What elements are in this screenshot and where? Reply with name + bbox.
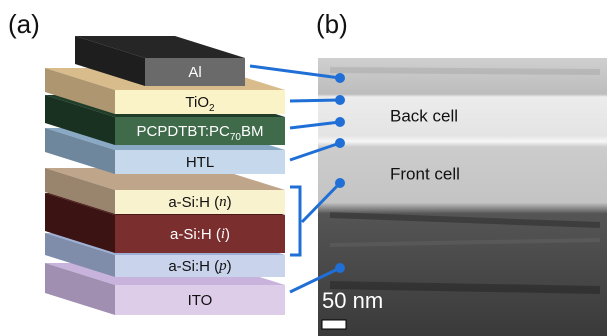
label-part: 2 xyxy=(209,103,215,114)
connector-dot xyxy=(335,73,345,83)
layer-label: a-Si:H (i) xyxy=(170,226,230,243)
label-part: a-Si:H ( xyxy=(168,258,219,275)
label-part: BM xyxy=(241,123,264,140)
label-part: ITO xyxy=(188,292,213,309)
label-part: n xyxy=(219,194,227,210)
label-part: HTL xyxy=(186,154,214,171)
layer-label: a-Si:H (p) xyxy=(168,258,231,275)
figure: ITOa-Si:H (p)a-Si:H (i)a-Si:H (n)HTLPCPD… xyxy=(0,0,607,336)
layer-label: a-Si:H (n) xyxy=(168,194,231,211)
label-part: Al xyxy=(188,64,201,81)
label-part: a-Si:H ( xyxy=(168,194,219,211)
label-part: ) xyxy=(227,258,232,275)
layer-label: ITO xyxy=(188,292,213,309)
scale-bar xyxy=(322,320,346,329)
connector-dot xyxy=(335,117,345,127)
connector xyxy=(290,100,340,101)
label-part: ) xyxy=(227,194,232,211)
bracket xyxy=(290,187,300,255)
connector-dot xyxy=(335,178,345,188)
layer-label: Al xyxy=(188,64,201,81)
panel-label: (b) xyxy=(316,9,348,39)
connector-dot xyxy=(335,138,345,148)
panel-label: (a) xyxy=(8,9,40,39)
label-part: ) xyxy=(225,226,230,243)
scale-bar-label: 50 nm xyxy=(322,288,383,313)
layer-label: PCPDTBT:PC70BM xyxy=(137,123,264,143)
label-part: a-Si:H ( xyxy=(170,226,221,243)
tem-label: Back cell xyxy=(390,106,458,125)
tem-label: Front cell xyxy=(390,164,460,183)
connector-dot xyxy=(335,263,345,273)
label-part: 70 xyxy=(230,132,242,143)
layer-label: HTL xyxy=(186,154,214,171)
label-part: TiO xyxy=(185,94,209,111)
connector-dot xyxy=(335,95,345,105)
label-part: PCPDTBT:PC xyxy=(137,123,231,140)
